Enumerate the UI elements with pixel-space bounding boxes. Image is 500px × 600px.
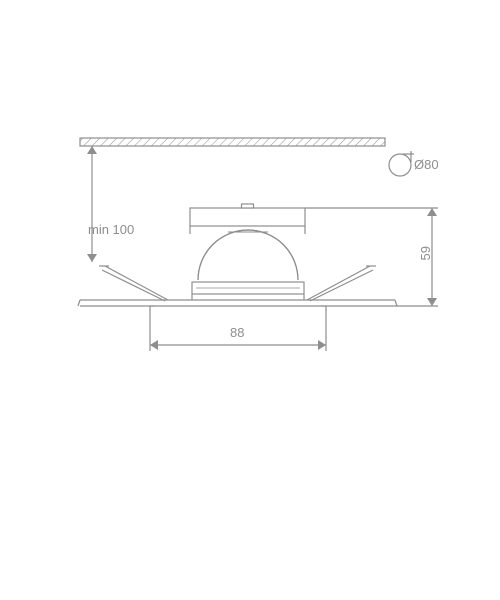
clearance-label: min 100 — [88, 222, 134, 237]
drawing-svg — [0, 0, 500, 600]
width-label: 88 — [230, 325, 244, 340]
drawing-stage: min 100 88 59 Ø80 — [0, 0, 500, 600]
height-label: 59 — [418, 246, 433, 260]
cutout-label: Ø80 — [414, 157, 439, 172]
